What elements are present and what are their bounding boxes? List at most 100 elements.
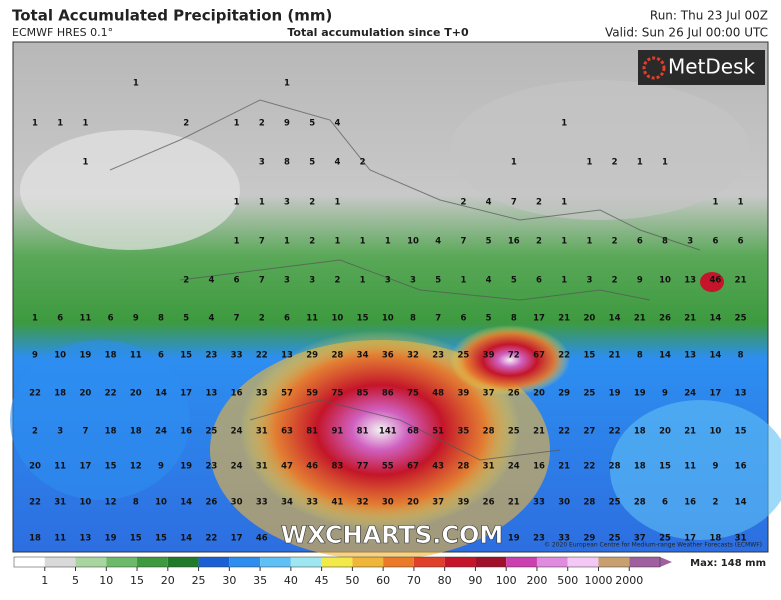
map-value: 22 [29,498,41,508]
map-value: 1 [334,198,340,208]
map-value: 4 [486,276,492,286]
colorbar-swatch [506,557,537,567]
colorbar-swatch [75,557,107,567]
map-value: 32 [407,351,419,361]
colorbar-label: 25 [192,574,206,587]
map-value: 28 [583,498,595,508]
map-value: 6 [460,314,466,324]
map-value: 1 [586,158,592,168]
colorbar-swatch [229,557,261,567]
map-value: 22 [558,427,570,437]
map-value: 2 [612,237,618,247]
map-value: 2 [712,498,718,508]
map-value: 85 [357,389,369,399]
map-value: 1 [284,237,290,247]
map-value: 11 [130,351,142,361]
map-value: 7 [511,198,517,208]
map-value: 39 [457,389,469,399]
colorbar-swatch [598,557,630,567]
map-value: 86 [382,389,394,399]
map-value: 1 [360,276,366,286]
map-value: 7 [259,276,265,286]
map-value: 1 [738,198,744,208]
colorbar-label: 1 [41,574,48,587]
map-value: 26 [483,498,495,508]
map-value: 19 [180,462,192,472]
map-value: 33 [231,351,243,361]
map-value: 4 [208,314,214,324]
map-value: 16 [508,237,520,247]
map-value: 3 [309,276,315,286]
map-value: 19 [508,534,520,544]
map-value: 2 [259,119,265,129]
map-value: 24 [231,462,243,472]
colorbar-label: 10 [99,574,113,587]
colorbar-label: 60 [376,574,390,587]
map-value: 5 [309,158,315,168]
colorbar-label: 500 [557,574,578,587]
colorbar-label: 45 [315,574,329,587]
title: Total Accumulated Precipitation (mm) [12,7,332,25]
map-value: 3 [586,276,592,286]
map-value: 15 [130,534,142,544]
map-value: 31 [256,462,268,472]
map-value: 35 [457,427,469,437]
map-value: 26 [659,314,671,324]
map-value: 6 [284,314,290,324]
map-value: 1 [82,119,88,129]
logo: MetDesk [668,55,756,79]
map-value: 14 [659,351,671,361]
colorbar-label: 100 [496,574,517,587]
map-value: 46 [256,534,268,544]
map-value: 14 [709,314,721,324]
map-value: 14 [180,498,192,508]
map-value: 47 [281,462,293,472]
map-value: 1 [82,158,88,168]
map-value: 2 [32,427,38,437]
map-value: 22 [29,389,41,399]
colorbar-swatch [198,557,230,567]
map-value: 43 [432,462,444,472]
map-value: 30 [558,498,570,508]
map-value: 9 [32,351,38,361]
map-value: 20 [79,389,91,399]
map-value: 16 [735,462,747,472]
map-value: 3 [385,276,391,286]
map-value: 15 [583,351,595,361]
map-value: 11 [79,314,91,324]
map-value: 16 [533,462,545,472]
map-value: 17 [180,389,192,399]
map-value: 14 [735,498,747,508]
map-value: 28 [609,462,621,472]
map-value: 24 [508,462,520,472]
map-value: 18 [29,534,41,544]
colorbar-label: 50 [345,574,359,587]
map-value: 25 [735,314,747,324]
map-value: 1 [561,119,567,129]
map-value: 29 [306,351,318,361]
map-value: 18 [634,462,646,472]
map-value: 9 [133,314,139,324]
map-value: 3 [410,276,416,286]
map-value: 2 [259,314,265,324]
map-value: 8 [410,314,416,324]
map-value: 6 [738,237,744,247]
map-value: 141 [379,427,397,437]
map-value: 11 [54,534,66,544]
map-value: 7 [435,314,441,324]
map-value: 22 [583,462,595,472]
map-value: 21 [533,427,545,437]
map-value: 20 [29,462,41,472]
map-value: 14 [609,314,621,324]
colorbar-label: 2000 [615,574,643,587]
map-value: 39 [483,351,495,361]
map-value: 26 [205,498,217,508]
map-value: 4 [334,119,340,129]
colorbar-label: 35 [253,574,267,587]
map-value: 6 [57,314,63,324]
map-value: 21 [735,276,747,286]
map-value: 21 [634,314,646,324]
map-value: 2 [360,158,366,168]
map-value: 21 [684,427,696,437]
map-value: 21 [558,462,570,472]
